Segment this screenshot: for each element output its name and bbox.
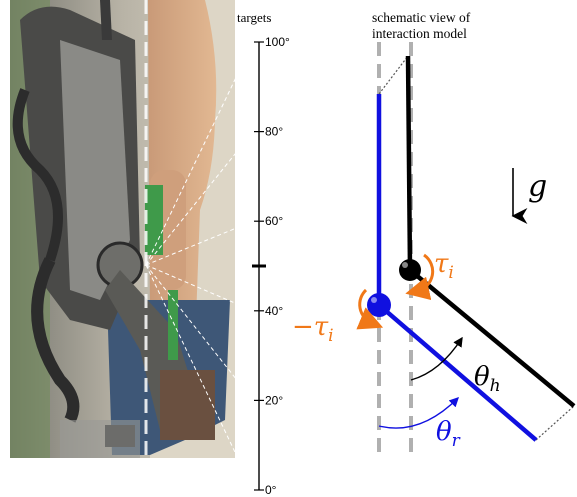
robot-joint-highlight <box>371 297 377 303</box>
scale-label-100: 100° <box>265 35 290 49</box>
theta-h-sub: h <box>490 376 501 396</box>
bottom-connector <box>535 405 575 441</box>
minus-tau-i-sub: i <box>328 326 333 346</box>
targets-label: targets <box>237 10 271 25</box>
theta-r-sub: r <box>452 431 461 451</box>
fan-line-40 <box>145 264 254 312</box>
tau-i-label: τi <box>434 249 454 283</box>
robot-torque-arrow <box>356 288 384 330</box>
scale-label-20: 20° <box>265 393 283 407</box>
exoskeleton <box>12 0 215 458</box>
human-elbow-joint <box>399 259 421 281</box>
fan-line-100 <box>145 41 254 266</box>
scale-label-60: 60° <box>265 214 283 228</box>
target-fan-lines <box>145 41 254 491</box>
scale-label-0: 0° <box>265 483 277 497</box>
fan-line-20 <box>145 264 254 401</box>
scale-label-40: 40° <box>265 304 283 318</box>
tau-i-sub: i <box>448 263 453 283</box>
robot-elbow-joint <box>367 293 391 317</box>
minus-tau-i-label: −τi <box>292 312 334 346</box>
photo-panel <box>10 0 235 458</box>
angle-scale: 100° 80° 60° 40° 20° 0° <box>252 35 290 497</box>
theta-r-label: θr <box>436 417 461 451</box>
human-forearm-link <box>408 268 576 408</box>
human-joint-highlight <box>402 262 408 268</box>
schematic-title-line1: schematic view of <box>372 10 471 25</box>
scale-label-80: 80° <box>265 125 283 139</box>
schematic-title-line2: interaction model <box>372 26 467 41</box>
tau-i-main: τ <box>434 249 449 279</box>
theta-r-main: θ <box>436 417 452 447</box>
gravity-symbol: g <box>528 169 547 204</box>
theta-h-main: θ <box>474 362 490 392</box>
human-upper-link <box>405 55 413 271</box>
robot-forearm-link <box>377 303 538 442</box>
minus-tau-i-main: −τ <box>292 312 329 342</box>
theta-h-arc <box>410 336 463 381</box>
theta-r-arc <box>378 397 459 429</box>
top-connector <box>378 55 409 95</box>
schematic-panel: schematic view of interaction model <box>292 10 576 455</box>
theta-h-label: θh <box>474 362 501 396</box>
human-torque-arrow <box>405 253 435 301</box>
fan-line-80 <box>145 131 254 266</box>
fan-line-60 <box>145 220 254 266</box>
